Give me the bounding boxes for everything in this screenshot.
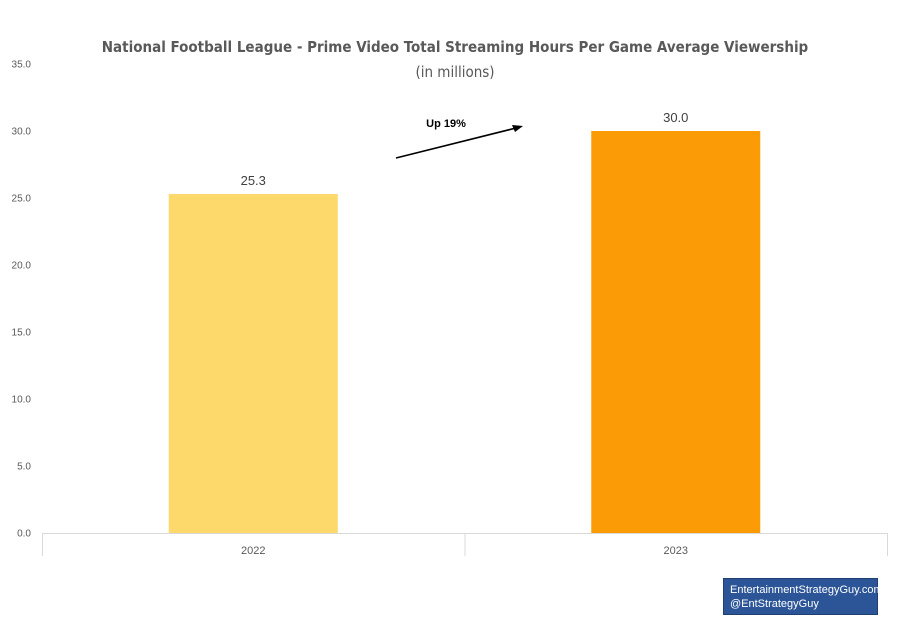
x-tick-label: 2023	[664, 545, 688, 557]
chart-subtitle: (in millions)	[415, 63, 494, 81]
credit-handle: @EntStrategyGuy	[730, 598, 819, 610]
credit-box: EntertainmentStrategyGuy.com @EntStrateg…	[723, 578, 883, 615]
y-tick-label: 15.0	[12, 328, 32, 339]
y-tick-label: 0.0	[17, 529, 31, 540]
y-tick-label: 30.0	[12, 127, 32, 138]
growth-annotation: Up 19%	[426, 118, 466, 130]
y-tick-label: 25.0	[12, 194, 32, 205]
chart-title: National Football League - Prime Video T…	[102, 38, 809, 56]
data-label-2023: 30.0	[663, 110, 688, 125]
y-tick-label: 5.0	[17, 462, 31, 473]
y-tick-label: 10.0	[12, 395, 32, 406]
trend-arrow-head	[512, 125, 523, 132]
y-tick-label: 20.0	[12, 261, 32, 272]
data-label-2022: 25.3	[241, 173, 266, 188]
x-tick-label: 2022	[241, 545, 265, 557]
credit-website: EntertainmentStrategyGuy.com	[730, 584, 883, 596]
bar-2023	[591, 131, 761, 533]
bar-2022	[168, 193, 338, 534]
y-tick-label: 35.0	[12, 60, 32, 71]
trend-arrow-line	[395, 127, 517, 159]
